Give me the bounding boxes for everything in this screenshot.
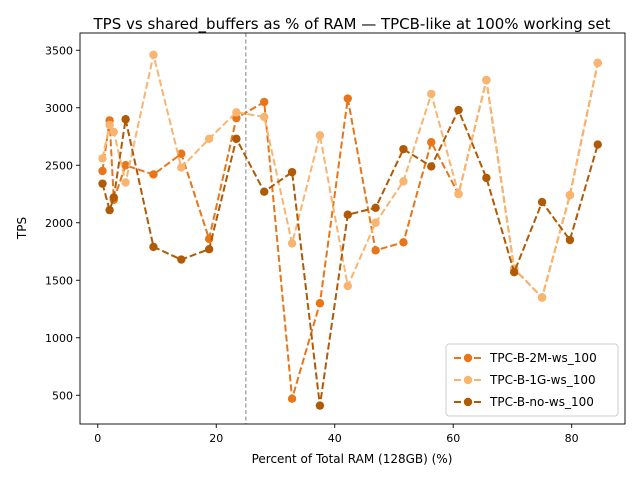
y-tick-label: 2500 — [45, 159, 73, 172]
x-axis: 0 20 40 60 80 — [94, 424, 579, 445]
data-point — [109, 193, 118, 202]
data-point — [482, 75, 491, 85]
data-point — [105, 205, 114, 215]
data-point — [260, 187, 269, 196]
data-point — [565, 190, 575, 200]
legend-label: TPC-B-1G-ws_100 — [489, 373, 596, 387]
x-tick-label: 40 — [328, 432, 342, 445]
data-marks — [98, 50, 602, 410]
y-tick-label: 2000 — [45, 217, 73, 230]
data-point — [287, 394, 297, 403]
y-tick-label: 1500 — [45, 274, 73, 287]
data-point — [109, 127, 118, 137]
data-point — [593, 58, 602, 68]
data-point — [105, 120, 114, 130]
data-point — [232, 134, 241, 143]
y-axis: 500 1000 1500 2000 2500 3000 3500 — [45, 44, 80, 402]
legend-marker — [463, 375, 473, 385]
data-point — [315, 401, 325, 410]
data-point — [315, 299, 325, 308]
data-point — [343, 281, 352, 291]
data-point — [177, 163, 186, 172]
data-point — [177, 149, 186, 158]
data-point — [454, 105, 463, 115]
legend-marker — [463, 353, 473, 363]
data-point — [149, 50, 158, 60]
legend-box — [445, 343, 619, 417]
legend-item: TPC-B-1G-ws_100 — [454, 373, 596, 387]
legend-label: TPC-B-no-ws_100 — [489, 395, 594, 409]
y-tick-label: 3500 — [45, 44, 73, 57]
data-point — [371, 246, 380, 255]
data-point — [232, 108, 241, 117]
x-tick-label: 0 — [94, 432, 101, 445]
legend-item: TPC-B-no-ws_100 — [454, 395, 594, 409]
chart-title: TPS vs shared_buffers as % of RAM — TPCB… — [92, 15, 610, 34]
data-point — [371, 218, 380, 227]
series-3 — [98, 105, 602, 410]
legend-marker — [463, 397, 473, 407]
data-point — [454, 189, 463, 199]
data-point — [98, 166, 107, 176]
y-tick-label: 1000 — [45, 332, 73, 345]
x-axis-label: Percent of Total RAM (128GB) (%) — [252, 452, 453, 466]
x-tick-label: 20 — [209, 432, 223, 445]
data-point — [204, 245, 214, 254]
data-point — [149, 170, 158, 179]
data-point — [537, 197, 547, 207]
data-point — [121, 115, 130, 124]
legend-label: TPC-B-2M-ws_100 — [489, 351, 597, 365]
data-point — [98, 179, 107, 188]
data-point — [593, 140, 602, 149]
data-point — [204, 134, 214, 143]
data-point — [98, 154, 107, 163]
data-point — [177, 255, 186, 264]
y-tick-label: 500 — [52, 389, 73, 402]
data-point — [343, 94, 352, 103]
data-point — [399, 238, 408, 247]
data-point — [427, 138, 436, 147]
y-axis-label: TPS — [15, 217, 29, 240]
data-point — [232, 113, 241, 123]
legend: TPC-B-2M-ws_100 TPC-B-1G-ws_100 TPC-B-no-w… — [445, 343, 619, 417]
x-tick-label: 60 — [446, 432, 460, 445]
data-point — [371, 203, 380, 212]
data-point — [427, 162, 436, 171]
data-point — [399, 144, 408, 154]
x-tick-label: 80 — [565, 432, 579, 445]
data-point — [260, 112, 269, 122]
data-point — [427, 89, 436, 99]
data-point — [260, 97, 269, 107]
data-point — [399, 177, 408, 186]
data-point — [537, 293, 547, 302]
data-point — [315, 131, 325, 140]
data-point — [482, 173, 491, 183]
series-line — [101, 54, 599, 300]
plot-frame — [79, 32, 626, 425]
data-point — [121, 161, 130, 170]
data-point — [565, 235, 575, 245]
data-point — [287, 239, 297, 248]
y-tick-label: 3000 — [45, 102, 73, 115]
legend-item: TPC-B-2M-ws_100 — [454, 351, 597, 365]
data-point — [510, 268, 519, 277]
data-point — [149, 242, 158, 252]
data-point — [287, 167, 297, 177]
data-point — [343, 210, 352, 219]
data-point — [121, 178, 130, 187]
